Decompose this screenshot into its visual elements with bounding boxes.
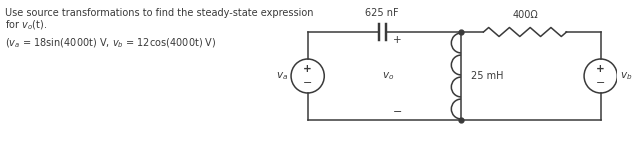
Text: −: − (393, 107, 402, 117)
Text: 625 nF: 625 nF (365, 8, 399, 18)
Text: −: − (303, 78, 312, 88)
Text: 400Ω: 400Ω (512, 10, 538, 20)
Text: −: − (596, 78, 605, 88)
Text: +: + (393, 35, 402, 45)
Text: 25 mH: 25 mH (471, 71, 503, 81)
Text: +: + (303, 64, 312, 74)
Text: for $v_o$(t).: for $v_o$(t). (5, 18, 47, 32)
Text: $v_a$: $v_a$ (276, 70, 288, 82)
Text: $v_o$: $v_o$ (382, 70, 394, 82)
Text: $v_b$: $v_b$ (620, 70, 632, 82)
Text: ($v_a$ = 18sin(4000t) V, $v_b$ = 12cos(4000t) V): ($v_a$ = 18sin(4000t) V, $v_b$ = 12cos(4… (5, 36, 216, 50)
Text: Use source transformations to find the steady-state expression: Use source transformations to find the s… (5, 8, 313, 18)
Text: +: + (597, 64, 605, 74)
